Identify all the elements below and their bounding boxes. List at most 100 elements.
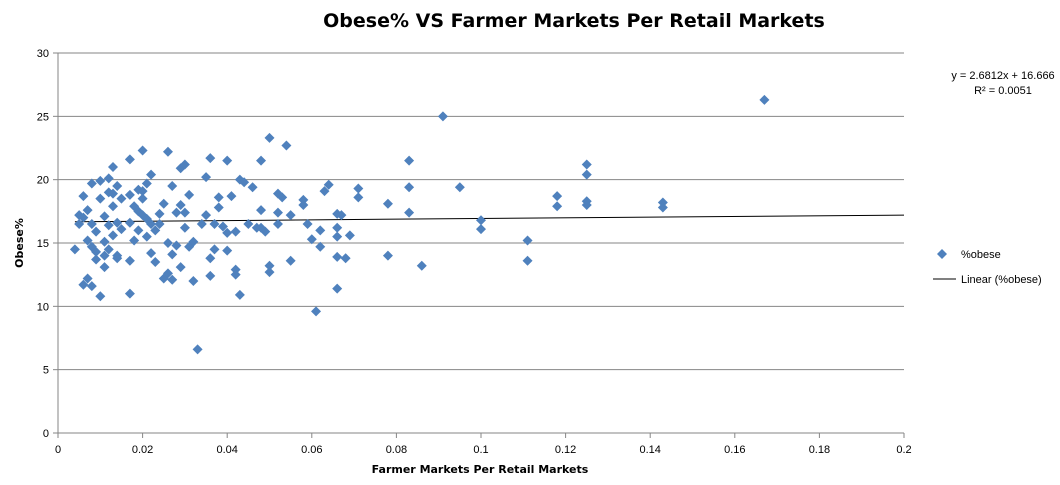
data-point [133,225,144,236]
x-tick-label: 0.14 [639,444,660,456]
data-point [382,250,393,261]
data-point [99,250,110,261]
data-point [146,219,157,229]
x-tick-label: 0.16 [724,444,745,456]
data-point [95,193,106,204]
data-point [256,155,267,166]
data-point [154,219,165,229]
data-point [167,274,178,285]
data-point [217,221,228,232]
data-point [91,254,102,265]
data-point [78,212,89,223]
data-point [91,246,102,257]
data-point [319,186,330,197]
data-point [91,226,102,237]
data-point [298,194,309,205]
data-point [86,281,97,292]
data-point [306,234,317,245]
data-point [298,200,309,210]
data-point [315,225,326,236]
x-tick-label: 0 [55,444,61,456]
data-point [107,188,118,199]
data-point [476,224,486,235]
data-point [146,169,157,180]
data-point [188,276,199,286]
data-point [285,210,296,221]
data-point [264,132,275,143]
data-point [205,270,216,281]
x-tick-label: 0.06 [301,444,322,456]
data-point [103,220,114,231]
data-point [69,244,80,255]
data-point [146,248,157,259]
data-point [99,236,110,247]
data-point [222,227,233,238]
data-point [116,224,127,235]
data-point [437,111,448,122]
data-point [99,262,110,273]
data-point [277,192,288,203]
data-point [382,198,393,209]
x-tick-label: 0.1 [473,444,488,456]
data-point [116,193,127,204]
y-tick-labels: 0 5 10 15 20 25 30 [37,48,49,440]
data-point [179,159,190,170]
gridlines [58,52,904,371]
data-point [552,191,563,202]
data-point [581,200,592,210]
data-point [141,178,152,189]
data-point [129,235,140,246]
data-point [103,244,114,255]
data-point [124,189,135,200]
data-point [239,177,250,188]
data-point [175,200,186,210]
data-point [158,198,169,209]
data-point [522,235,533,246]
data-point [137,145,148,156]
data-point [213,202,224,213]
y-tick-label: 20 [37,175,49,187]
data-point [112,253,123,264]
data-point [179,222,190,233]
data-point [78,191,89,202]
data-point [162,238,173,248]
y-tick-label: 5 [43,365,49,377]
legend: %obese Linear (%obese) [933,249,1042,286]
trendline [74,214,905,223]
data-point [171,207,182,218]
data-point [522,255,533,266]
y-tick-label: 25 [37,111,49,123]
data-point [82,273,93,284]
x-tick-label: 0.12 [555,444,576,456]
data-point [124,255,135,266]
x-tick-label: 0.2 [896,444,911,456]
data-point [230,226,241,237]
data-point [107,230,118,241]
data-point [205,153,216,164]
data-point [285,255,296,266]
y-tick-label: 10 [37,301,49,313]
data-point [404,207,415,218]
data-point [175,262,186,273]
axes [53,52,905,438]
data-point [167,249,178,260]
data-point [230,269,241,280]
data-point [332,283,343,294]
chart-title: Obese% VS Farmer Markets Per Retail Mark… [323,10,825,32]
legend-marker-diamond [937,249,947,259]
data-point [103,173,114,184]
trendline-group [74,214,905,223]
data-point [311,306,322,317]
data-point [141,231,152,242]
data-point [124,154,135,165]
data-point [95,175,106,186]
data-point [260,226,271,237]
data-point [552,201,563,212]
data-point [323,179,334,190]
data-point [154,208,165,219]
x-tick-labels: 0 0.02 0.04 0.06 0.08 0.1 0.12 0.14 0.16 0.18 0.2 [55,444,912,456]
data-point [272,219,283,229]
data-point [226,191,237,202]
data-point [74,219,85,229]
